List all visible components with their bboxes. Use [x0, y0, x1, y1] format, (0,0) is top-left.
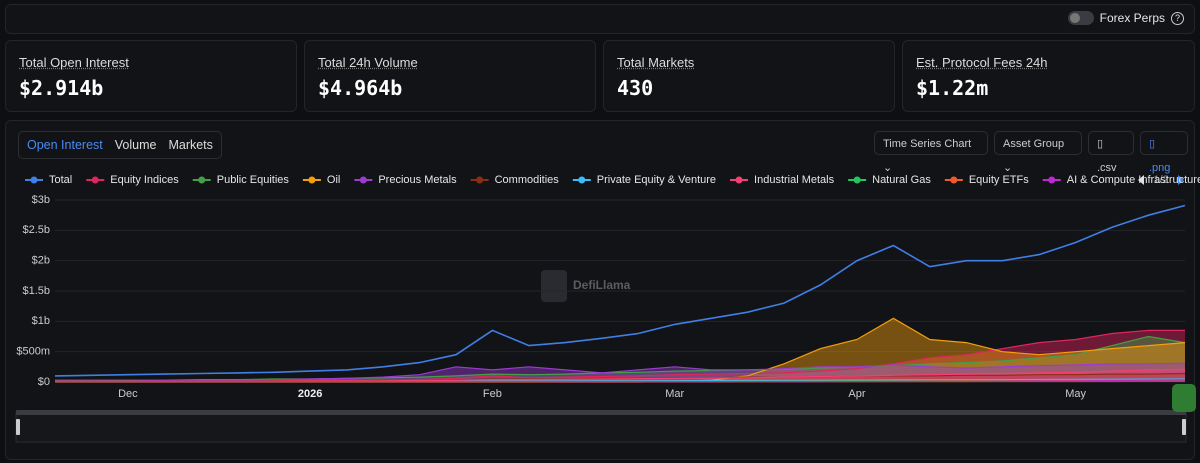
tab[interactable]: Volume	[114, 138, 157, 152]
x-tick-label: 2026	[298, 388, 322, 400]
plot: $0 $500m $1b $1.5b $2b $2.5b $3b Dec 2026 Feb Mar A…	[16, 194, 1186, 400]
stat-value: $1.22m	[916, 76, 989, 100]
stat-label: Est. Protocol Fees 24h	[916, 55, 1048, 70]
select-label: Asset Group	[1003, 138, 1065, 150]
x-tick-label: May	[1065, 388, 1086, 400]
series-area	[55, 369, 1185, 382]
brush-handle[interactable]	[16, 419, 20, 435]
x-tick-label: Mar	[665, 388, 684, 400]
helper-badge[interactable]	[1172, 384, 1196, 412]
help-icon[interactable]: ?	[1171, 11, 1184, 25]
watermark: DefiLlama	[573, 278, 631, 292]
brush-bar[interactable]	[16, 410, 1186, 415]
stat-label: Total 24h Volume	[318, 55, 418, 70]
legend-prev[interactable]	[1138, 175, 1144, 185]
tabs: Open Interest Volume Markets	[18, 131, 222, 159]
legend-swatch-dot	[476, 176, 484, 184]
legend-label: Public Equities	[217, 174, 290, 186]
forex-toggle[interactable]: Forex Perps?	[1067, 11, 1184, 25]
legend-swatch-dot	[30, 176, 38, 184]
legend-label: Total	[49, 174, 72, 186]
y-tick-label: $0	[38, 376, 50, 388]
series-line	[54, 204, 1186, 377]
x-tick-label: Dec	[118, 388, 138, 400]
y-tick-label: $3b	[32, 194, 50, 206]
y-tick-label: $500m	[16, 346, 50, 358]
stat-value: $4.964b	[318, 76, 403, 100]
series-area	[55, 330, 1185, 382]
button-label: .csv	[1097, 162, 1117, 174]
legend-label: Commodities	[495, 174, 560, 186]
y-tick-label: $2.5b	[22, 224, 50, 236]
legend-label: Equity ETFs	[969, 174, 1029, 186]
legend-label: Private Equity & Venture	[597, 174, 716, 186]
button-label: .png	[1149, 162, 1171, 174]
legend-label: Natural Gas	[872, 174, 931, 186]
legend-swatch-dot	[198, 176, 206, 184]
legend-swatch-dot	[1048, 176, 1056, 184]
x-tick-label: Feb	[483, 388, 502, 400]
stat-value: 430	[617, 76, 654, 100]
toggle-label: Forex Perps	[1099, 11, 1165, 25]
stat-card: Est. Protocol Fees 24h $1.22m	[902, 40, 1195, 112]
series-area	[55, 318, 1185, 382]
select-label: Time Series Chart	[883, 138, 972, 150]
legend-swatch-dot	[578, 176, 586, 184]
stat-label: Total Open Interest	[19, 55, 129, 70]
tab[interactable]: Open Interest	[27, 138, 103, 152]
chart-type-select[interactable]: Time Series Chart ⌄	[874, 131, 988, 174]
tab[interactable]: Markets	[168, 138, 213, 152]
x-tick-label: Apr	[848, 388, 865, 400]
group-select[interactable]: Asset Group ⌄	[994, 131, 1082, 174]
chart-panel: Open Interest Volume Markets Time Series…	[5, 120, 1195, 460]
watermark-logo	[541, 270, 567, 302]
legend-page: 1/2	[1153, 174, 1168, 186]
series-line	[55, 380, 1185, 383]
y-tick-label: $2b	[32, 255, 50, 267]
png-button[interactable]: ▯ .png	[1140, 131, 1188, 174]
legend-swatch-dot	[359, 176, 367, 184]
switch[interactable]	[1067, 11, 1094, 25]
series-area	[55, 336, 1185, 382]
legend-swatch-dot	[853, 176, 861, 184]
series-line	[55, 362, 1186, 382]
y-tick-label: $1b	[32, 315, 50, 327]
stat-card: Total Markets 430	[603, 40, 895, 112]
legend-label: AI & Compute Infrastructure	[1067, 174, 1200, 186]
range-brush[interactable]	[15, 411, 1187, 443]
y-tick-label: $1.5b	[22, 285, 50, 297]
legend-swatch-dot	[950, 176, 958, 184]
legend-label: Oil	[327, 174, 340, 186]
legend-swatch-dot	[91, 176, 99, 184]
legend-swatch-dot	[735, 176, 743, 184]
stat-card: Total Open Interest $2.914b	[5, 40, 297, 112]
stat-value: $2.914b	[19, 76, 104, 100]
brush-handle[interactable]	[1182, 419, 1186, 435]
legend-label: Equity Indices	[110, 174, 179, 186]
top-bar: Forex Perps?	[5, 4, 1195, 34]
legend-swatch-dot	[308, 176, 316, 184]
legend-label: Precious Metals	[378, 174, 457, 186]
legend-label: Industrial Metals	[754, 174, 835, 186]
csv-button[interactable]: ▯ .csv	[1088, 131, 1134, 174]
stat-label: Total Markets	[617, 55, 695, 70]
stat-card: Total 24h Volume $4.964b	[304, 40, 596, 112]
legend-next[interactable]	[1178, 175, 1184, 185]
